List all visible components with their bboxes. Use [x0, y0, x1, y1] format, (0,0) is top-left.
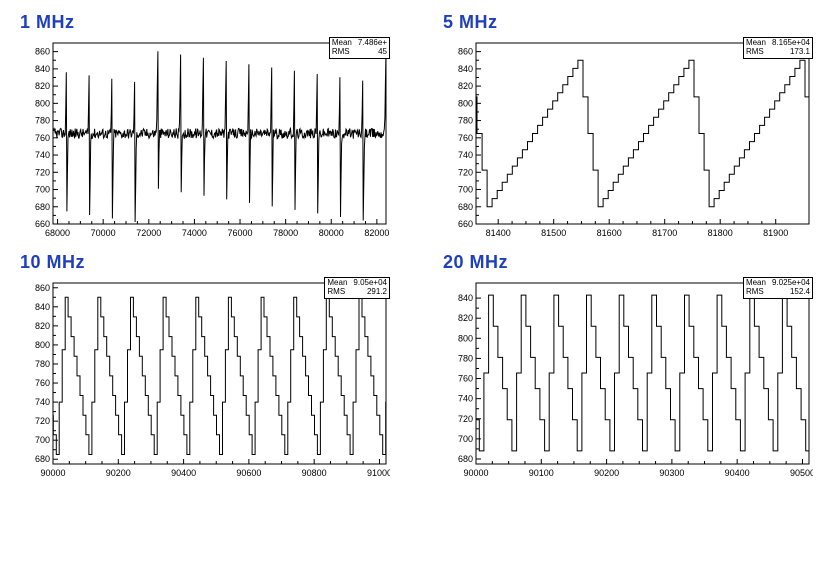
svg-text:720: 720 — [35, 416, 50, 426]
panel-title: 20 MHz — [443, 252, 813, 273]
svg-text:780: 780 — [458, 353, 473, 363]
svg-text:760: 760 — [35, 378, 50, 388]
stats-rms-value: 45 — [378, 48, 387, 57]
svg-text:90400: 90400 — [171, 468, 196, 478]
svg-text:81800: 81800 — [708, 228, 733, 238]
plot-container: Mean8.165e+04 RMS173.1 66068070072074076… — [443, 37, 813, 242]
plot-container: Mean9.025e+04 RMS152.4 68070072074076078… — [443, 277, 813, 482]
stats-rms-label: RMS — [327, 288, 345, 297]
svg-text:90000: 90000 — [40, 468, 65, 478]
svg-text:81600: 81600 — [597, 228, 622, 238]
svg-text:860: 860 — [35, 283, 50, 293]
svg-text:740: 740 — [458, 394, 473, 404]
svg-text:780: 780 — [458, 116, 473, 126]
svg-text:800: 800 — [35, 98, 50, 108]
chart-svg: 680 700 720 740 760 780 800 820 840 860 90000 90200… — [20, 277, 390, 482]
svg-text:760: 760 — [35, 133, 50, 143]
svg-text:90100: 90100 — [529, 468, 554, 478]
svg-text:90600: 90600 — [236, 468, 261, 478]
stats-rms-label: RMS — [746, 288, 764, 297]
svg-text:81500: 81500 — [541, 228, 566, 238]
stats-box: Mean8.165e+04 RMS173.1 — [743, 37, 813, 59]
svg-text:720: 720 — [458, 167, 473, 177]
svg-text:840: 840 — [35, 302, 50, 312]
svg-text:820: 820 — [35, 321, 50, 331]
stats-box: Mean7.486e+ RMS45 — [329, 37, 390, 59]
chart-svg: 680 700 720 740 760 780 800 820 840 90000 90100 902… — [443, 277, 813, 482]
svg-text:740: 740 — [458, 150, 473, 160]
svg-text:700: 700 — [35, 185, 50, 195]
chart-svg: 6606807007207407607808008208408606800070… — [20, 37, 390, 242]
stats-box: Mean9.025e+04 RMS152.4 — [743, 277, 813, 299]
chart-grid: 1 MHz Mean7.486e+ RMS45 6606807007207407… — [20, 12, 816, 482]
svg-text:860: 860 — [458, 47, 473, 57]
svg-text:780: 780 — [35, 116, 50, 126]
svg-text:90800: 90800 — [302, 468, 327, 478]
svg-text:81900: 81900 — [763, 228, 788, 238]
svg-text:78000: 78000 — [273, 228, 298, 238]
svg-text:90200: 90200 — [106, 468, 131, 478]
svg-text:680: 680 — [35, 454, 50, 464]
stats-rms-label: RMS — [746, 48, 764, 57]
svg-text:740: 740 — [35, 397, 50, 407]
plot-container: Mean7.486e+ RMS45 6606807007207407607808… — [20, 37, 390, 242]
svg-text:800: 800 — [458, 333, 473, 343]
svg-text:720: 720 — [458, 414, 473, 424]
stats-rms-value: 291.2 — [367, 288, 387, 297]
svg-text:80000: 80000 — [319, 228, 344, 238]
svg-text:68000: 68000 — [45, 228, 70, 238]
svg-text:740: 740 — [35, 150, 50, 160]
svg-text:820: 820 — [35, 81, 50, 91]
stats-box: Mean9.05e+04 RMS291.2 — [324, 277, 390, 299]
svg-text:820: 820 — [458, 313, 473, 323]
panel-10mhz: 10 MHz Mean9.05e+04 RMS291.2 68070072074… — [20, 252, 390, 482]
svg-text:780: 780 — [35, 359, 50, 369]
stats-rms-value: 173.1 — [790, 48, 810, 57]
svg-text:91000: 91000 — [367, 468, 390, 478]
stats-rms-value: 152.4 — [790, 288, 810, 297]
panel-title: 1 MHz — [20, 12, 390, 33]
svg-text:840: 840 — [35, 64, 50, 74]
svg-text:660: 660 — [458, 219, 473, 229]
svg-text:76000: 76000 — [228, 228, 253, 238]
svg-text:800: 800 — [35, 340, 50, 350]
svg-text:81400: 81400 — [486, 228, 511, 238]
svg-text:860: 860 — [35, 47, 50, 57]
svg-text:680: 680 — [458, 454, 473, 464]
svg-text:680: 680 — [458, 202, 473, 212]
svg-text:90500: 90500 — [790, 468, 813, 478]
svg-text:700: 700 — [458, 434, 473, 444]
svg-text:72000: 72000 — [136, 228, 161, 238]
svg-text:760: 760 — [458, 374, 473, 384]
panel-title: 10 MHz — [20, 252, 390, 273]
panel-1mhz: 1 MHz Mean7.486e+ RMS45 6606807007207407… — [20, 12, 390, 242]
stats-rms-label: RMS — [332, 48, 350, 57]
svg-text:700: 700 — [35, 435, 50, 445]
svg-text:680: 680 — [35, 202, 50, 212]
svg-text:82000: 82000 — [364, 228, 389, 238]
svg-text:840: 840 — [458, 293, 473, 303]
panel-5mhz: 5 MHz Mean8.165e+04 RMS173.1 66068070072… — [443, 12, 813, 242]
chart-svg: 660 680 700 720 740 760 780 800 820 840 860 81400 81… — [443, 37, 813, 242]
svg-text:70000: 70000 — [91, 228, 116, 238]
svg-text:90300: 90300 — [659, 468, 684, 478]
svg-text:800: 800 — [458, 98, 473, 108]
svg-text:90000: 90000 — [463, 468, 488, 478]
svg-text:74000: 74000 — [182, 228, 207, 238]
svg-text:81700: 81700 — [652, 228, 677, 238]
svg-text:90400: 90400 — [725, 468, 750, 478]
panel-title: 5 MHz — [443, 12, 813, 33]
svg-text:820: 820 — [458, 81, 473, 91]
plot-container: Mean9.05e+04 RMS291.2 680700720740760780… — [20, 277, 390, 482]
svg-text:840: 840 — [458, 64, 473, 74]
panel-20mhz: 20 MHz Mean9.025e+04 RMS152.4 6807007207… — [443, 252, 813, 482]
svg-text:700: 700 — [458, 185, 473, 195]
svg-text:720: 720 — [35, 167, 50, 177]
svg-text:90200: 90200 — [594, 468, 619, 478]
svg-text:760: 760 — [458, 133, 473, 143]
